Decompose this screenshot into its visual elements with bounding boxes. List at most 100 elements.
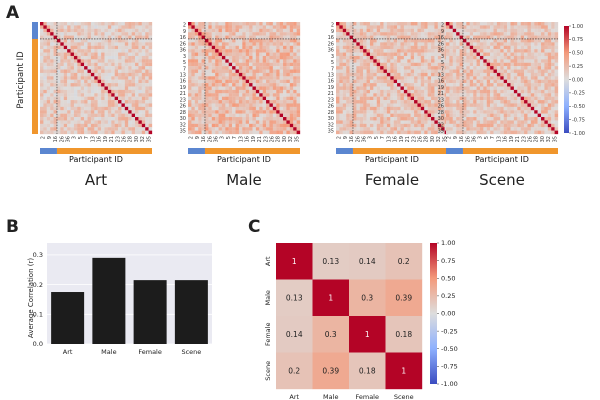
heatmap-cell xyxy=(245,45,250,50)
heatmap-cell xyxy=(479,86,484,91)
heatmap-cell xyxy=(363,42,367,46)
heatmap-cell xyxy=(407,103,411,107)
heatmap-cell xyxy=(469,35,474,40)
heatmap-cell xyxy=(503,38,508,43)
heatmap-cell xyxy=(221,22,226,26)
heatmap-cell xyxy=(194,106,199,111)
heatmap-cell xyxy=(296,79,301,84)
heatmap-cell xyxy=(520,69,525,74)
heatmap-cell xyxy=(90,86,95,91)
heatmap-cell xyxy=(510,28,515,33)
heatmap-cell xyxy=(84,79,88,84)
heatmap-cell xyxy=(238,89,243,94)
heatmap-cell xyxy=(87,69,92,74)
heatmap-cell xyxy=(363,113,367,118)
heatmap-cell xyxy=(352,66,357,70)
heatmap-cell xyxy=(427,117,432,121)
x-tick-label: Scene xyxy=(181,348,201,356)
heatmap-cell xyxy=(101,55,105,60)
heatmap-cell xyxy=(407,28,411,33)
heatmap-cell xyxy=(554,28,559,33)
heatmap-cell xyxy=(249,79,253,84)
heatmap-cell xyxy=(537,25,542,29)
heatmap-cell xyxy=(235,117,240,121)
heatmap-cell xyxy=(188,38,192,43)
heatmap-cell xyxy=(359,35,364,40)
heatmap-cell xyxy=(524,86,528,91)
heatmap-cell xyxy=(534,117,538,121)
heatmap-cell xyxy=(380,123,384,128)
y-tick-label: 2 xyxy=(441,23,444,29)
heatmap-cell xyxy=(336,86,340,91)
heatmap-cell xyxy=(397,28,401,33)
heatmap-cell xyxy=(145,42,149,46)
heatmap-cell xyxy=(339,86,343,91)
heatmap-cell xyxy=(417,35,421,40)
heatmap-cell xyxy=(87,76,92,80)
heatmap-cell xyxy=(208,72,212,77)
heatmap-cell xyxy=(383,130,388,135)
heatmap-cell xyxy=(456,96,460,101)
heatmap-cell xyxy=(541,113,545,118)
heatmap-cell xyxy=(46,32,51,36)
heatmap-cell xyxy=(296,49,301,53)
heatmap-cell xyxy=(524,22,528,26)
heatmap-cell xyxy=(513,127,518,131)
heatmap-cell xyxy=(449,49,453,53)
heatmap-cell xyxy=(272,127,277,131)
heatmap-cell xyxy=(73,130,78,135)
y-tick-label: 7 xyxy=(441,66,444,72)
heatmap-cell xyxy=(534,49,538,53)
heatmap-cell xyxy=(289,96,294,101)
heatmap-cell xyxy=(356,96,360,101)
heatmap-cell xyxy=(131,89,136,94)
heatmap-cell xyxy=(462,100,467,104)
heatmap-cell xyxy=(104,79,109,84)
heatmap-cell xyxy=(366,69,371,74)
heatmap-cell xyxy=(188,69,192,74)
heatmap-cell xyxy=(530,89,535,94)
heatmap-cell xyxy=(46,69,51,74)
heatmap-cell xyxy=(77,120,81,124)
y-tick-label: 5 xyxy=(331,60,334,66)
heatmap-cell xyxy=(266,55,270,60)
heatmap-cell xyxy=(145,113,149,118)
heatmap-cell xyxy=(56,25,61,29)
heatmap-cell xyxy=(73,89,78,94)
heatmap-cell xyxy=(479,62,484,67)
heatmap-cell xyxy=(400,120,405,124)
x-tick-label: 16 xyxy=(393,136,399,142)
heatmap-cell xyxy=(507,76,511,80)
heatmap-cell xyxy=(283,72,287,77)
heatmap-cell xyxy=(513,110,518,114)
heatmap-cell xyxy=(118,72,122,77)
heatmap-cell xyxy=(452,117,457,121)
heatmap-cell xyxy=(70,38,75,43)
heatmap-cell xyxy=(397,62,401,67)
heatmap-cell xyxy=(63,127,68,131)
heatmap-cell xyxy=(77,66,81,70)
heatmap-cell xyxy=(191,93,195,97)
heatmap-cell xyxy=(289,89,294,94)
heatmap-cell xyxy=(255,62,260,67)
heatmap-cell xyxy=(225,42,229,46)
heatmap-cell xyxy=(386,100,391,104)
matrix-cell xyxy=(276,243,313,280)
heatmap-cell xyxy=(537,52,542,57)
heatmap-cell xyxy=(148,38,153,43)
heatmap-cell xyxy=(73,45,78,50)
heatmap-cell xyxy=(111,96,115,101)
heatmap-cell xyxy=(208,130,212,135)
heatmap-cell xyxy=(356,52,360,57)
heatmap-cell xyxy=(283,28,287,33)
heatmap-cell xyxy=(424,117,428,121)
heatmap-cell xyxy=(441,113,445,118)
heatmap-cell xyxy=(393,25,398,29)
heatmap-cell xyxy=(534,72,538,77)
heatmap-cell xyxy=(424,103,428,107)
heatmap-cell xyxy=(128,28,132,33)
colorbar-tick-label: -1.00 xyxy=(441,380,458,388)
heatmap-cell xyxy=(70,96,75,101)
heatmap-cell xyxy=(225,106,229,111)
heatmap-cell xyxy=(410,103,415,107)
